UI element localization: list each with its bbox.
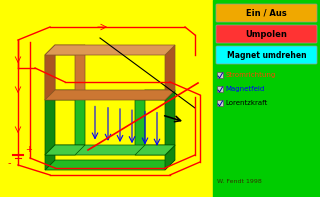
Bar [217, 72, 223, 78]
Polygon shape [135, 90, 145, 155]
Polygon shape [135, 145, 175, 155]
Polygon shape [135, 90, 175, 100]
Text: Stromrichtung: Stromrichtung [225, 72, 275, 78]
Text: Umpolen: Umpolen [245, 30, 287, 38]
Text: W. Fendt 1998: W. Fendt 1998 [217, 179, 262, 184]
FancyBboxPatch shape [216, 4, 317, 22]
Text: Magnetfeld: Magnetfeld [225, 86, 264, 92]
Polygon shape [45, 90, 175, 100]
Text: +: + [25, 146, 32, 154]
Text: Ein / Aus: Ein / Aus [246, 8, 287, 18]
Polygon shape [45, 145, 175, 155]
Bar [0, 0, 213, 197]
Bar [213, 0, 320, 197]
Polygon shape [45, 45, 55, 100]
Text: Magnet umdrehen: Magnet umdrehen [227, 50, 306, 59]
Polygon shape [45, 90, 85, 100]
FancyBboxPatch shape [216, 25, 317, 43]
Polygon shape [165, 45, 175, 100]
Polygon shape [165, 90, 175, 155]
Polygon shape [45, 90, 55, 155]
Polygon shape [45, 45, 175, 55]
Polygon shape [45, 145, 55, 170]
Polygon shape [45, 160, 175, 170]
Polygon shape [45, 45, 85, 55]
FancyBboxPatch shape [216, 46, 317, 64]
Polygon shape [45, 145, 85, 155]
Polygon shape [165, 145, 175, 170]
Polygon shape [75, 90, 85, 155]
Polygon shape [45, 45, 55, 100]
Text: -: - [8, 158, 12, 168]
Text: Lorentzkraft: Lorentzkraft [225, 100, 267, 106]
Bar [217, 86, 223, 92]
Polygon shape [75, 45, 85, 100]
Bar [217, 100, 223, 106]
